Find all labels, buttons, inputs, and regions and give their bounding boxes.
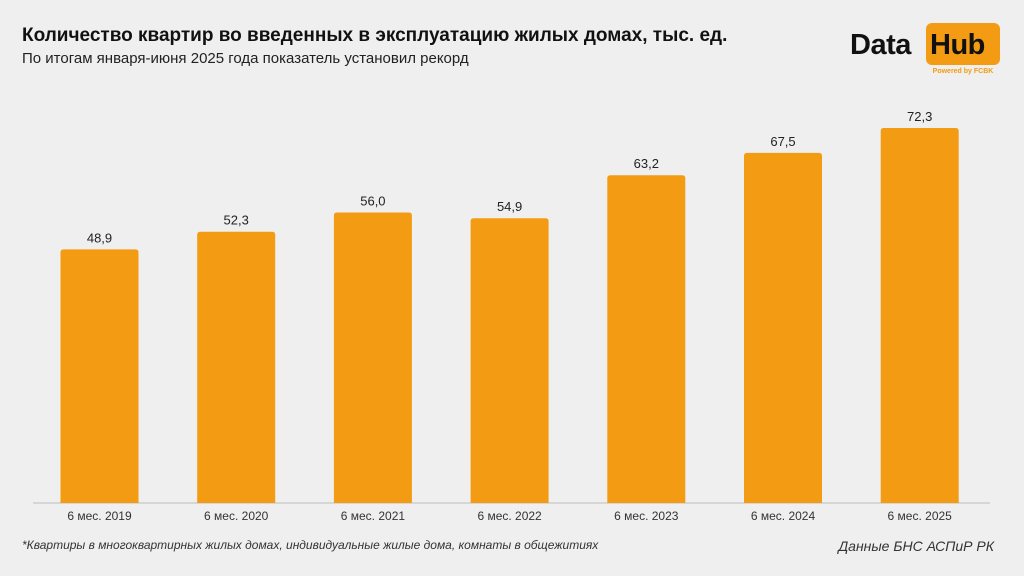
data-source: Данные БНС АСПиР РК <box>838 538 994 554</box>
x-tick-label-1: 6 мес. 2020 <box>204 509 269 523</box>
bar-1 <box>197 231 276 503</box>
value-label-1: 52,3 <box>224 213 249 228</box>
value-label-4: 63,2 <box>634 156 659 171</box>
bar-6 <box>880 128 959 503</box>
x-tick-label-4: 6 мес. 2023 <box>614 509 679 523</box>
value-label-3: 54,9 <box>497 199 522 214</box>
bar-5 <box>744 152 822 503</box>
x-tick-label-6: 6 мес. 2025 <box>888 509 953 523</box>
value-label-0: 48,9 <box>87 230 112 245</box>
value-label-6: 72,3 <box>907 109 932 124</box>
bar-3 <box>470 218 549 503</box>
bar-0 <box>60 249 139 503</box>
logo-powered-by: Powered by FCBK <box>932 68 994 75</box>
x-tick-label-3: 6 мес. 2022 <box>477 509 542 523</box>
value-label-5: 67,5 <box>770 134 795 149</box>
bar-4 <box>607 175 686 504</box>
value-label-2: 56,0 <box>360 194 385 209</box>
logo-word-hub: Hub <box>930 29 985 61</box>
x-tick-label-2: 6 мес. 2021 <box>341 509 406 523</box>
x-tick-label-0: 6 мес. 2019 <box>67 509 132 523</box>
chart-title: Количество квартир во введенных в эксплу… <box>22 25 728 46</box>
bar-2 <box>333 212 412 503</box>
chart-subtitle: По итогам января-июня 2025 года показате… <box>22 50 469 67</box>
x-tick-label-5: 6 мес. 2024 <box>751 509 816 523</box>
logo-hub-box <box>926 23 1000 65</box>
datahub-logo: Data Hub Powered by FCBK <box>846 23 1006 79</box>
logo-word-data: Data <box>850 29 911 61</box>
footnote: *Квартиры в многоквартирных жилых домах,… <box>22 538 599 552</box>
